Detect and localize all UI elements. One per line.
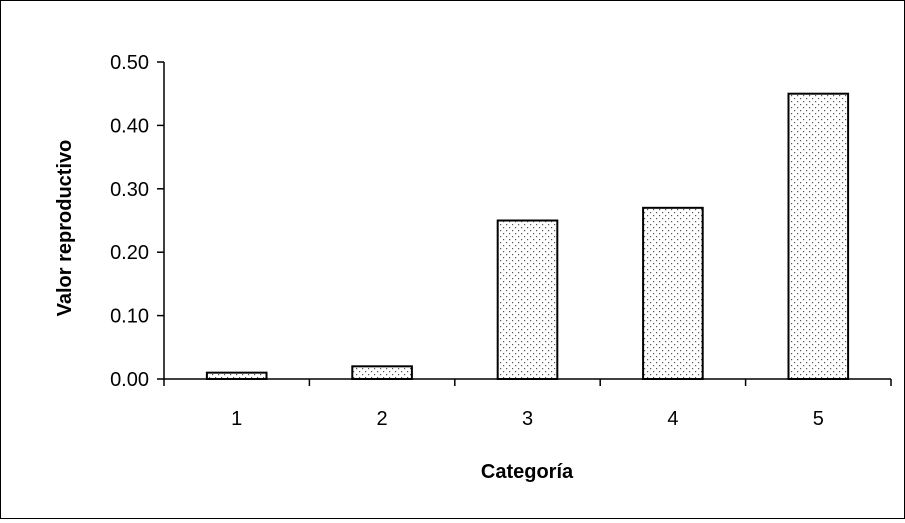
- y-tick-label: 0.00: [110, 369, 149, 391]
- x-tick-label: 1: [231, 408, 242, 430]
- x-tick-label: 2: [377, 408, 388, 430]
- bar-category-4: [642, 206, 704, 380]
- x-tick-label: 5: [813, 408, 824, 430]
- bar-category-1: [205, 371, 268, 381]
- y-tick-label: 0.50: [110, 52, 149, 74]
- x-tick-label: 4: [667, 408, 678, 430]
- bars: [205, 92, 850, 381]
- y-tick-label: 0.40: [110, 115, 149, 137]
- y-axis: 0.00 0.10 0.20 0.30 0.40 0.50: [110, 52, 165, 391]
- x-axis: 1 2 3 4 5: [163, 378, 892, 430]
- y-tick-label: 0.10: [110, 306, 149, 328]
- y-tick-label: 0.20: [110, 242, 149, 264]
- y-tick-label: 0.30: [110, 179, 149, 201]
- x-axis-title: Categoría: [481, 461, 574, 483]
- x-tick-label: 3: [522, 408, 533, 430]
- y-axis-title: Valor reproductivo: [54, 140, 76, 317]
- bar-category-2: [351, 365, 413, 381]
- bar-category-5: [787, 92, 850, 380]
- bar-category-3: [496, 219, 559, 380]
